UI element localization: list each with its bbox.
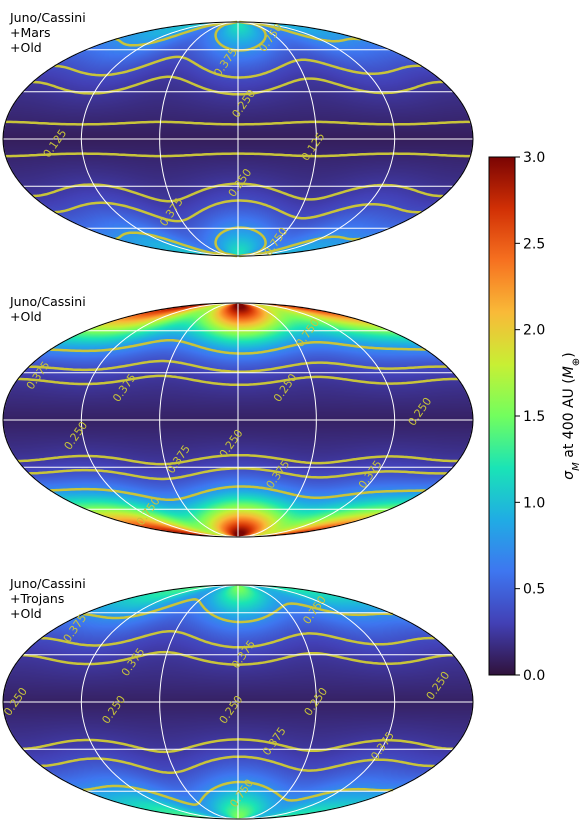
graticule-meridian xyxy=(80,302,239,538)
graticule-meridian xyxy=(237,21,396,257)
graticule-meridian xyxy=(237,302,317,538)
colorbar-tick-label: 0.0 xyxy=(523,668,545,684)
colorbar-tick-label: 3.0 xyxy=(523,150,545,166)
colorbar-tick-label: 1.0 xyxy=(523,495,545,511)
graticule-meridian xyxy=(80,584,239,820)
colorbar-tick-label: 0.5 xyxy=(523,582,545,598)
graticule-meridian xyxy=(80,21,239,257)
contour-line-0.75 xyxy=(115,20,361,52)
contour-line-0.75 xyxy=(115,226,361,258)
graticule-meridian xyxy=(237,302,396,538)
panel-label-line: Juno/Cassini xyxy=(9,576,86,591)
map-outline xyxy=(2,21,474,257)
panel-label-line: Juno/Cassini xyxy=(9,294,86,309)
colorbar-tick-label: 2.5 xyxy=(523,236,545,252)
colorbar: 0.0 0.5 1.0 1.5 2.0 2.5 3.0 σM at 400 AU (M⊕) xyxy=(488,150,581,684)
graticule-meridian xyxy=(237,584,317,820)
map-outline xyxy=(2,584,474,820)
panel-label-line: Juno/Cassini xyxy=(9,10,86,25)
panel-label-line: +Old xyxy=(10,606,42,621)
panel-label-line: +Old xyxy=(10,309,42,324)
panel-label-line: +Mars xyxy=(10,25,51,40)
colorbar-tick-label: 1.5 xyxy=(523,409,545,425)
graticule-meridian xyxy=(237,21,317,257)
graticule-meridian xyxy=(159,21,239,257)
graticule-meridian xyxy=(237,584,396,820)
graticule-meridian xyxy=(159,302,239,538)
map-outline xyxy=(2,302,474,538)
panel-label-line: +Trojans xyxy=(10,591,64,606)
colorbar-label: σM at 400 AU (M⊕) xyxy=(561,352,581,479)
panel-label-line: +Old xyxy=(10,40,42,55)
colorbar-tick-label: 2.0 xyxy=(523,323,545,339)
colorbar-gradient xyxy=(488,156,516,676)
graticule-meridian xyxy=(159,584,239,820)
